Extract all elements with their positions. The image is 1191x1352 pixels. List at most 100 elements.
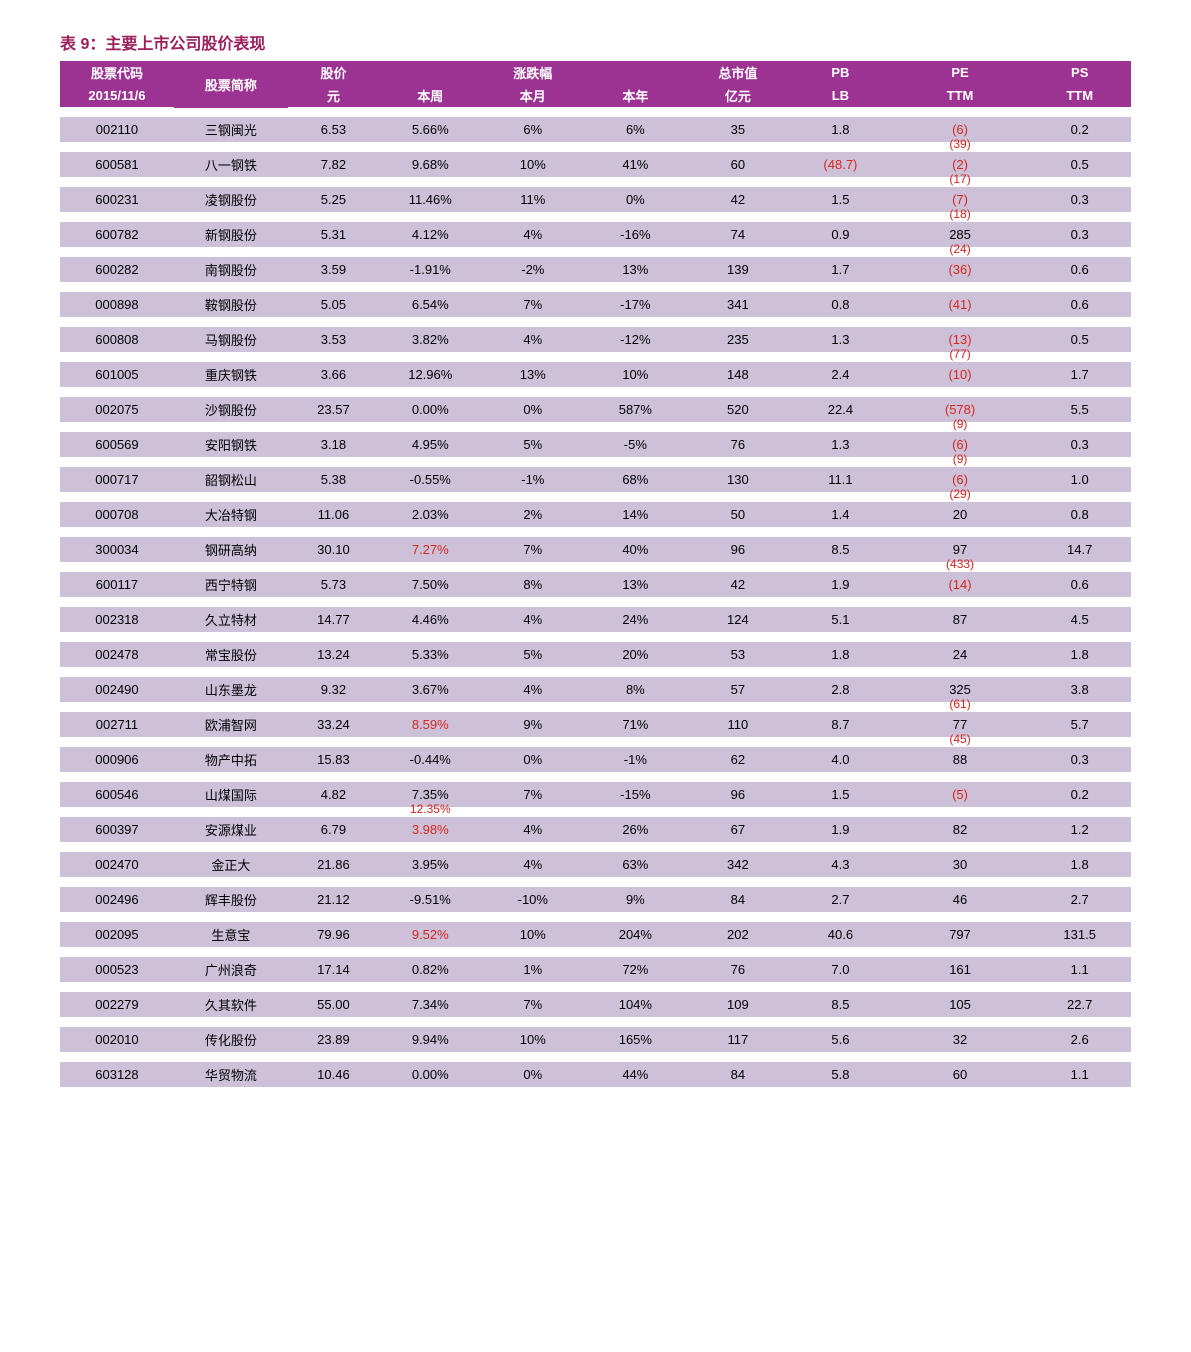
cell-price: 30.10	[288, 536, 379, 563]
cell-ps: 0.8	[1028, 501, 1131, 528]
cell-pe: (41)	[892, 291, 1029, 318]
cell-name: 山东墨龙	[174, 676, 288, 703]
cell-mktcap: 67	[687, 816, 790, 843]
cell-pe: 797	[892, 921, 1029, 948]
cell-ps: 22.7	[1028, 991, 1131, 1018]
cell-month: 11%	[482, 186, 585, 213]
cell-year: 165%	[584, 1026, 687, 1053]
cell-month: 0%	[482, 396, 585, 423]
cell-code: 601005	[60, 361, 174, 388]
cell-year: -12%	[584, 326, 687, 353]
cell-mktcap: 57	[687, 676, 790, 703]
row-separator	[60, 528, 1131, 536]
cell-pe: (14)(433)	[892, 571, 1029, 598]
cell-name: 辉丰股份	[174, 886, 288, 913]
cell-week: 7.50%	[379, 571, 482, 598]
cell-year: 68%	[584, 466, 687, 493]
cell-name: 三钢闽光	[174, 116, 288, 143]
cell-price: 5.31	[288, 221, 379, 248]
cell-name: 沙钢股份	[174, 396, 288, 423]
cell-pb: 2.8	[789, 676, 892, 703]
cell-pb: 1.8	[789, 116, 892, 143]
cell-week: 4.46%	[379, 606, 482, 633]
cell-ps: 0.3	[1028, 431, 1131, 458]
cell-ps: 0.6	[1028, 571, 1131, 598]
cell-month: 4%	[482, 851, 585, 878]
cell-year: 10%	[584, 361, 687, 388]
hdr-week: 本周	[379, 84, 482, 108]
row-separator	[60, 913, 1131, 921]
cell-ps: 1.2	[1028, 816, 1131, 843]
cell-code: 002010	[60, 1026, 174, 1053]
cell-price: 13.24	[288, 641, 379, 668]
cell-code: 002470	[60, 851, 174, 878]
cell-pb: 5.6	[789, 1026, 892, 1053]
cell-name: 钢研高纳	[174, 536, 288, 563]
row-separator	[60, 1018, 1131, 1026]
table-row: 603128华贸物流10.460.00%0%44%845.8601.1	[60, 1061, 1131, 1088]
cell-pb: 0.8	[789, 291, 892, 318]
cell-code: 002095	[60, 921, 174, 948]
table-row: 002279久其软件55.007.34%7%104%1098.510522.7	[60, 991, 1131, 1018]
cell-code: 600546	[60, 781, 174, 808]
cell-month: -2%	[482, 256, 585, 283]
cell-month: 4%	[482, 221, 585, 248]
cell-code: 300034	[60, 536, 174, 563]
overflow-label: (61)	[892, 697, 1029, 711]
cell-year: 104%	[584, 991, 687, 1018]
hdr-pb: PB	[789, 60, 892, 84]
cell-week: 5.33%	[379, 641, 482, 668]
row-separator	[60, 843, 1131, 851]
cell-pb: 1.3	[789, 326, 892, 353]
cell-mktcap: 76	[687, 431, 790, 458]
hdr-price: 股价	[288, 60, 379, 84]
cell-ps: 0.6	[1028, 291, 1131, 318]
cell-year: 41%	[584, 151, 687, 178]
cell-pb: 8.5	[789, 536, 892, 563]
cell-ps: 0.3	[1028, 186, 1131, 213]
cell-pb: 1.5	[789, 781, 892, 808]
table-row: 000708大冶特钢11.062.03%2%14%501.420(29)0.8	[60, 501, 1131, 528]
cell-name: 久立特材	[174, 606, 288, 633]
cell-month: 0%	[482, 746, 585, 773]
overflow-label: (9)	[892, 417, 1029, 431]
cell-mktcap: 110	[687, 711, 790, 738]
row-separator	[60, 948, 1131, 956]
row-separator	[60, 878, 1131, 886]
cell-mktcap: 202	[687, 921, 790, 948]
cell-pe: (10)(77)	[892, 361, 1029, 388]
cell-mktcap: 235	[687, 326, 790, 353]
cell-mktcap: 520	[687, 396, 790, 423]
cell-mktcap: 130	[687, 466, 790, 493]
cell-month: 13%	[482, 361, 585, 388]
cell-year: -1%	[584, 746, 687, 773]
cell-mktcap: 53	[687, 641, 790, 668]
cell-name: 韶钢松山	[174, 466, 288, 493]
cell-name: 华贸物流	[174, 1061, 288, 1088]
cell-ps: 1.0	[1028, 466, 1131, 493]
cell-ps: 1.1	[1028, 956, 1131, 983]
table-row: 600397安源煤业6.793.98%12.35%4%26%671.9821.2	[60, 816, 1131, 843]
table-row: 600546山煤国际4.827.35%7%-15%961.5(5)0.2	[60, 781, 1131, 808]
cell-year: -17%	[584, 291, 687, 318]
cell-pb: 1.9	[789, 571, 892, 598]
overflow-label: (39)	[892, 137, 1029, 151]
cell-name: 马钢股份	[174, 326, 288, 353]
cell-ps: 5.5	[1028, 396, 1131, 423]
table-row: 002496辉丰股份21.12-9.51%-10%9%842.7462.7	[60, 886, 1131, 913]
cell-pe: 88(45)	[892, 746, 1029, 773]
cell-week: -0.44%	[379, 746, 482, 773]
cell-pe: (5)	[892, 781, 1029, 808]
cell-code: 002110	[60, 116, 174, 143]
overflow-label: (433)	[892, 557, 1029, 571]
cell-pb: 1.9	[789, 816, 892, 843]
cell-pb: (48.7)	[789, 151, 892, 178]
cell-name: 久其软件	[174, 991, 288, 1018]
cell-mktcap: 60	[687, 151, 790, 178]
cell-month: 9%	[482, 711, 585, 738]
cell-year: 13%	[584, 571, 687, 598]
cell-code: 600581	[60, 151, 174, 178]
cell-mktcap: 42	[687, 186, 790, 213]
cell-ps: 1.1	[1028, 1061, 1131, 1088]
cell-name: 金正大	[174, 851, 288, 878]
